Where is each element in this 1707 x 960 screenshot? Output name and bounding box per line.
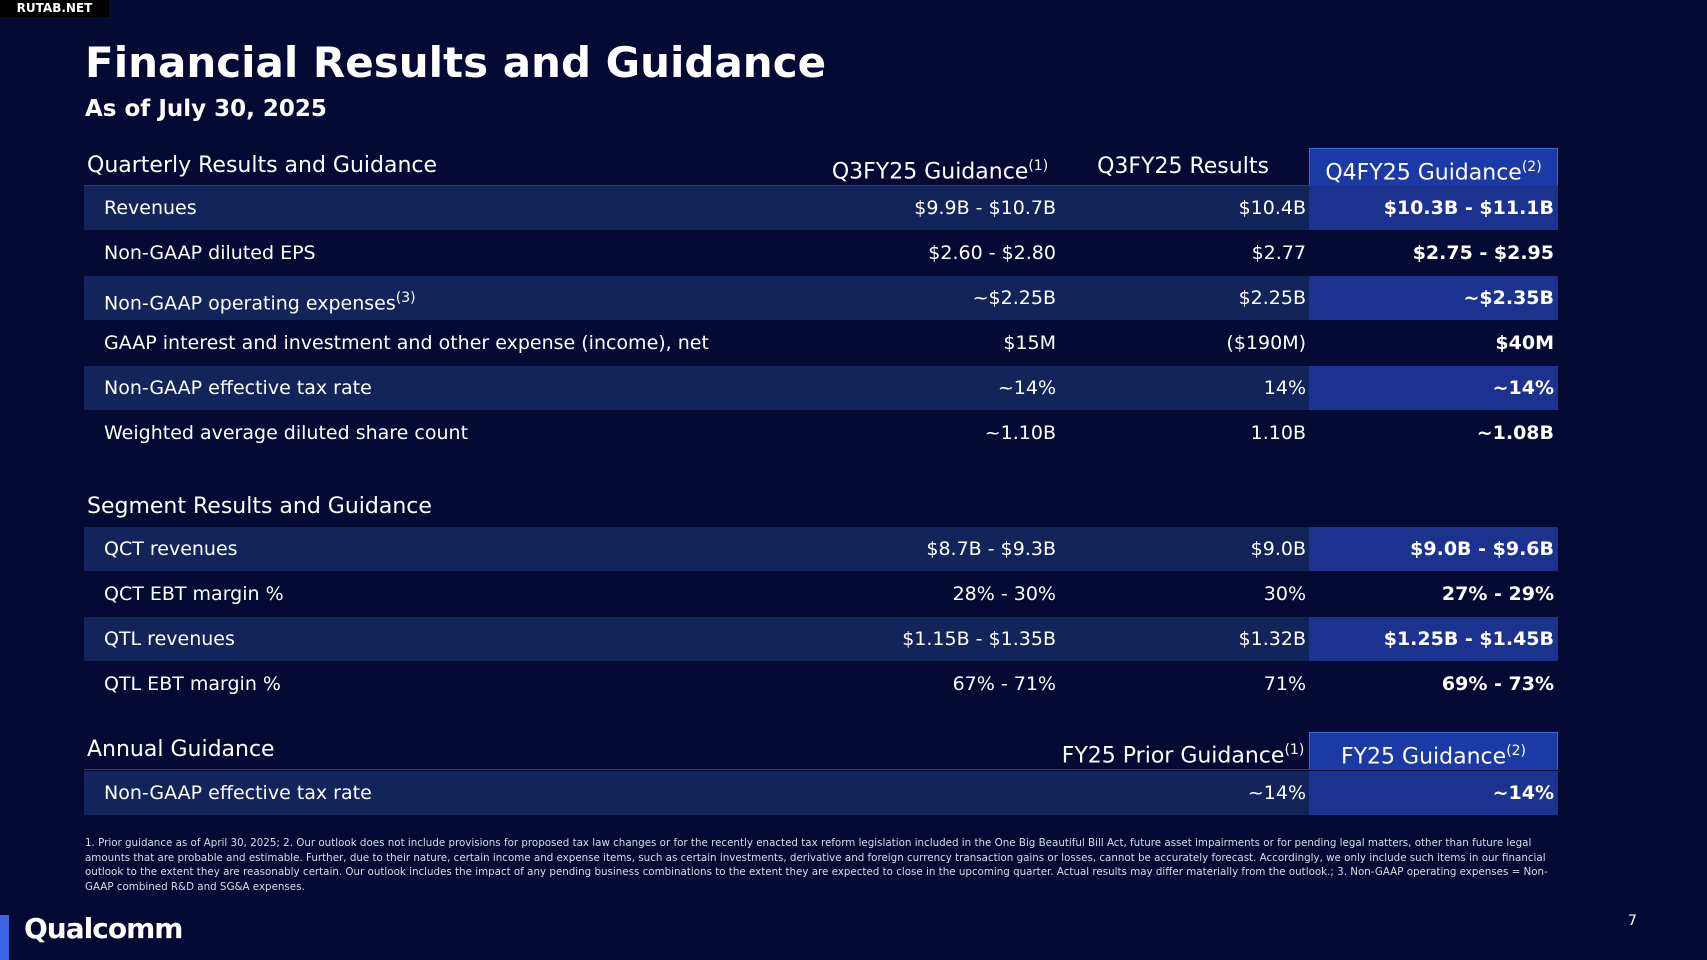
section-title: Annual Guidance: [87, 737, 275, 762]
row-band-highlight: [1309, 366, 1558, 410]
row-label-text: Non-GAAP effective tax rate: [104, 782, 372, 804]
cell-value: ~1.10B: [984, 422, 1056, 444]
row-band-highlight: [1309, 276, 1558, 320]
cell-value: ~$2.25B: [972, 287, 1056, 309]
section-title: Segment Results and Guidance: [87, 494, 432, 519]
column-header-text: Q3FY25 Guidance: [831, 159, 1029, 185]
column-header: FY25 Guidance(2): [1309, 732, 1558, 770]
header-rule: [84, 185, 1558, 186]
row-label: QTL EBT margin %: [104, 662, 281, 707]
cell-value: $40M: [1495, 332, 1554, 354]
row-label-text: QCT revenues: [104, 538, 238, 560]
watermark: RUTAB.NET: [0, 0, 109, 17]
cell-value: 1.10B: [1250, 422, 1306, 444]
row-band: [84, 771, 1309, 815]
row-label-text: Non-GAAP operating expenses: [104, 292, 396, 315]
cell-value: ~14%: [1247, 782, 1306, 804]
page-number: 7: [1628, 913, 1637, 929]
cell-value: $15M: [1003, 332, 1056, 354]
row-label-text: Weighted average diluted share count: [104, 422, 469, 444]
row-label-text: QCT EBT margin %: [104, 583, 284, 605]
cell-value: $1.32B: [1238, 628, 1306, 650]
cell-value: 69% - 73%: [1441, 673, 1554, 695]
row-band: [84, 527, 1309, 571]
row-band-highlight: [1309, 527, 1558, 571]
row-label-text: QTL EBT margin %: [104, 673, 281, 695]
cell-value: $10.3B - $11.1B: [1383, 197, 1554, 219]
row-label-text: Non-GAAP effective tax rate: [104, 377, 372, 399]
row-label: Non-GAAP effective tax rate: [104, 366, 372, 411]
cell-value: 28% - 30%: [952, 583, 1056, 605]
title: Financial Results and Guidance: [85, 38, 827, 87]
cell-value: ~1.08B: [1476, 422, 1554, 444]
row-label: GAAP interest and investment and other e…: [104, 321, 709, 366]
column-header-sup: (1): [1284, 742, 1305, 758]
accent-bar: [0, 915, 9, 960]
row-band: [84, 617, 1309, 661]
subtitle: As of July 30, 2025: [85, 96, 327, 122]
row-label: Non-GAAP diluted EPS: [104, 231, 316, 276]
row-label: Revenues: [104, 186, 197, 231]
cell-value: 67% - 71%: [952, 673, 1056, 695]
cell-value: $9.0B: [1250, 538, 1306, 560]
cell-value: $10.4B: [1238, 197, 1306, 219]
row-band: [84, 186, 1309, 230]
cell-value: $2.75 - $2.95: [1412, 242, 1554, 264]
cell-value: ~$2.35B: [1463, 287, 1554, 309]
row-band-highlight: [1309, 617, 1558, 661]
column-header-sup: (2): [1506, 743, 1527, 759]
cell-value: 30%: [1263, 583, 1306, 605]
row-label: QCT EBT margin %: [104, 572, 284, 617]
cell-value: 14%: [1263, 377, 1306, 399]
row-label-text: QTL revenues: [104, 628, 235, 650]
cell-value: $9.9B - $10.7B: [914, 197, 1056, 219]
cell-value: $1.25B - $1.45B: [1383, 628, 1554, 650]
cell-value: ~14%: [1492, 377, 1554, 399]
footnote: 1. Prior guidance as of April 30, 2025; …: [85, 837, 1548, 893]
column-header: Q3FY25 Guidance(1): [780, 148, 1100, 190]
cell-value: 27% - 29%: [1441, 583, 1554, 605]
column-header: Q4FY25 Guidance(2): [1309, 148, 1558, 186]
row-label: Weighted average diluted share count: [104, 411, 468, 456]
row-band-highlight: [1309, 186, 1558, 230]
row-label: Non-GAAP operating expenses(3): [104, 276, 416, 326]
cell-value: 71%: [1263, 673, 1306, 695]
cell-value: $2.77: [1251, 242, 1306, 264]
column-header: FY25 Prior Guidance(1): [1023, 732, 1343, 774]
row-band-highlight: [1309, 771, 1558, 815]
row-label: QTL revenues: [104, 617, 235, 662]
row-label-text: Revenues: [104, 197, 197, 219]
column-header-sup: (2): [1521, 159, 1542, 175]
row-label: Non-GAAP effective tax rate: [104, 771, 372, 816]
section-title: Quarterly Results and Guidance: [87, 153, 438, 178]
column-header-text: Q3FY25 Results: [1097, 154, 1269, 179]
cell-value: $2.60 - $2.80: [928, 242, 1056, 264]
logo: Qualcomm: [24, 912, 183, 945]
row-label-text: GAAP interest and investment and other e…: [104, 332, 709, 354]
cell-value: ($190M): [1226, 332, 1306, 354]
cell-value: ~14%: [997, 377, 1056, 399]
row-label: QCT revenues: [104, 527, 238, 572]
cell-value: $2.25B: [1238, 287, 1306, 309]
row-label-text: Non-GAAP diluted EPS: [104, 242, 316, 264]
row-label-sup: (3): [395, 290, 416, 306]
column-header-text: FY25 Prior Guidance: [1061, 743, 1285, 769]
column-header: Q3FY25 Results: [1023, 148, 1343, 185]
header-rule: [84, 769, 1558, 770]
column-header-text: FY25 Guidance: [1340, 744, 1507, 770]
column-header-sup: (1): [1028, 158, 1049, 174]
cell-value: ~14%: [1492, 782, 1554, 804]
cell-value: $9.0B - $9.6B: [1410, 538, 1554, 560]
row-band: [84, 366, 1309, 410]
cell-value: $8.7B - $9.3B: [926, 538, 1056, 560]
column-header-text: Q4FY25 Guidance: [1325, 160, 1522, 186]
cell-value: $1.15B - $1.35B: [902, 628, 1056, 650]
row-band: [84, 276, 1309, 320]
